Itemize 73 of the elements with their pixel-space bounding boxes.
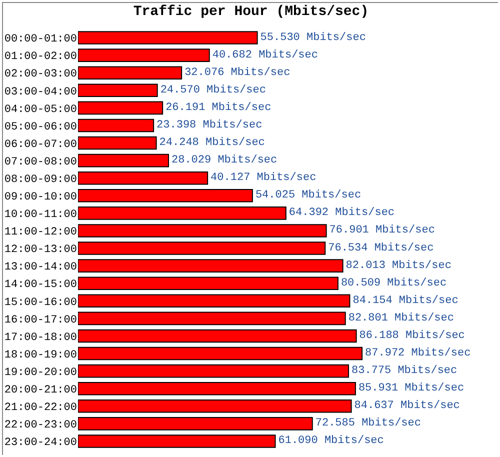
data-label: 76.901 Mbits/sec [329, 224, 435, 237]
y-tick-label: 17:00-18:00 [4, 332, 77, 344]
y-tick-label: 23:00-24:00 [4, 437, 77, 450]
data-label: 82.013 Mbits/sec [346, 260, 452, 272]
bar [78, 118, 154, 132]
data-label: 72.585 Mbits/sec [315, 418, 421, 430]
data-label: 40.682 Mbits/sec [212, 49, 318, 62]
bar [78, 329, 357, 343]
bar [78, 294, 350, 308]
bar [78, 154, 169, 168]
data-label: 82.801 Mbits/sec [348, 312, 454, 324]
bar [78, 31, 258, 44]
data-label: 80.509 Mbits/sec [340, 277, 447, 290]
data-label: 26.191 Mbits/sec [166, 102, 272, 114]
y-tick-label: 08:00-09:00 [4, 174, 77, 186]
bar [78, 171, 208, 185]
bar [78, 48, 210, 62]
bar [78, 189, 253, 202]
data-label: 76.534 Mbits/sec [328, 242, 434, 254]
bar [78, 84, 158, 98]
bar [78, 276, 338, 290]
y-tick-label: 14:00-15:00 [4, 279, 77, 292]
y-tick-label: 02:00-03:00 [4, 68, 77, 81]
y-tick-label: 21:00-22:00 [4, 402, 77, 414]
data-label: 24.248 Mbits/sec [159, 137, 265, 150]
bar [78, 364, 349, 378]
data-label: 28.029 Mbits/sec [172, 154, 278, 167]
y-tick-label: 15:00-16:00 [4, 296, 77, 309]
data-label: 24.570 Mbits/sec [160, 84, 266, 96]
bar [78, 136, 157, 150]
bar [78, 382, 356, 396]
y-tick-label: 07:00-08:00 [4, 156, 77, 168]
data-label: 55.530 Mbits/sec [260, 32, 366, 44]
bar [78, 400, 352, 413]
y-tick-label: 12:00-13:00 [4, 244, 77, 256]
data-label: 61.090 Mbits/sec [278, 435, 384, 448]
y-tick-label: 10:00-11:00 [4, 209, 77, 222]
data-label: 87.972 Mbits/sec [365, 348, 471, 360]
data-label: 40.127 Mbits/sec [210, 172, 316, 184]
bar [78, 101, 164, 115]
y-tick-label: 13:00-14:00 [4, 262, 77, 274]
bar [78, 312, 346, 326]
bar [78, 206, 286, 220]
bar [78, 66, 182, 80]
y-tick-label: 18:00-19:00 [4, 349, 77, 362]
bar [78, 224, 327, 238]
data-label: 84.637 Mbits/sec [354, 400, 460, 412]
y-tick-label: 22:00-23:00 [4, 420, 77, 432]
data-label: 84.154 Mbits/sec [352, 294, 458, 307]
data-label: 32.076 Mbits/sec [184, 66, 290, 79]
bar [78, 346, 363, 360]
chart-title: Traffic per Hour (Mbits/sec) [133, 4, 369, 20]
y-tick-label: 01:00-02:00 [4, 51, 77, 64]
data-label: 86.188 Mbits/sec [359, 330, 465, 342]
y-tick-label: 06:00-07:00 [4, 138, 77, 151]
y-tick-label: 03:00-04:00 [4, 86, 77, 98]
data-label: 64.392 Mbits/sec [288, 207, 395, 220]
bar [78, 242, 326, 255]
bar [78, 417, 313, 430]
y-tick-label: 00:00-01:00 [4, 34, 77, 46]
bar [78, 434, 276, 448]
data-label: 85.931 Mbits/sec [358, 382, 464, 395]
y-tick-label: 20:00-21:00 [4, 384, 77, 396]
y-tick-label: 16:00-17:00 [4, 314, 77, 326]
y-tick-label: 09:00-10:00 [4, 192, 77, 204]
y-tick-label: 19:00-20:00 [4, 366, 77, 379]
bar [78, 259, 344, 272]
data-label: 23.398 Mbits/sec [156, 119, 262, 132]
data-label: 54.025 Mbits/sec [255, 190, 362, 202]
y-tick-label: 04:00-05:00 [4, 104, 77, 116]
data-label: 83.775 Mbits/sec [352, 365, 458, 378]
y-tick-label: 05:00-06:00 [4, 121, 77, 134]
y-tick-label: 11:00-12:00 [4, 226, 77, 239]
